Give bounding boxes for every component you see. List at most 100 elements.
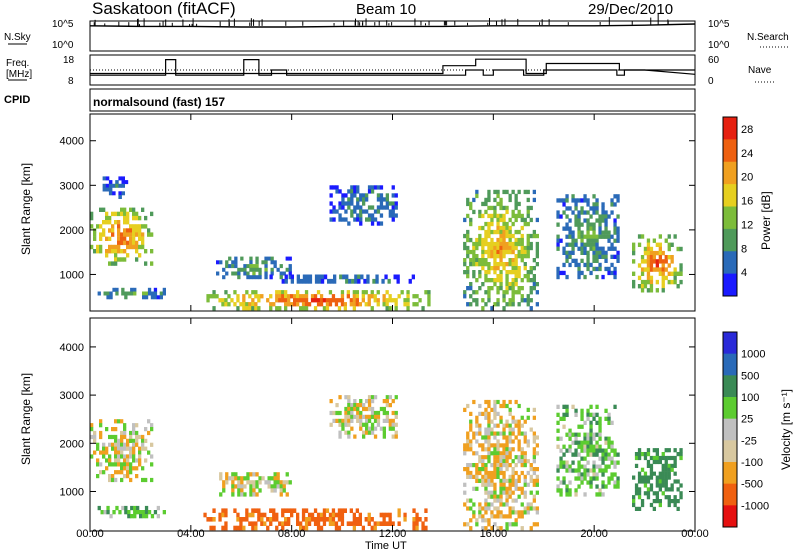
- colorbar-tick-label: 28: [741, 124, 753, 136]
- colorbar-swatch: [723, 228, 737, 252]
- echo-region: [632, 234, 683, 293]
- echo-region: [90, 419, 154, 483]
- noise-panel-frame: [89, 20, 696, 52]
- colorbar-swatch: [723, 161, 737, 185]
- velocity-echo-layer: [90, 395, 683, 531]
- freq-tick-top: 18: [63, 55, 75, 66]
- velocity-colorbar-label: Velocity [m s⁻¹]: [779, 389, 793, 470]
- colorbar-tick-label: 4: [741, 267, 747, 279]
- cpid-panel-frame: [89, 88, 696, 112]
- colorbar-swatch: [723, 332, 737, 355]
- nave-tick-bottom: 0: [708, 76, 714, 87]
- velocity-colorbar: 1000 500 100 25 -25 -100 -500 -1000: [722, 331, 769, 528]
- colorbar-swatch: [723, 397, 737, 420]
- x-tick-label: 12:00: [379, 528, 407, 540]
- freq-label-line1: Freq.: [6, 58, 29, 69]
- y-tick-label: 3000: [60, 390, 84, 402]
- velocity-y-axis: 1000 2000 3000 4000: [60, 342, 695, 498]
- nsearch-tick-bottom: 10^0: [708, 40, 730, 51]
- echo-region: [556, 194, 620, 280]
- echo-region: [219, 472, 292, 497]
- y-tick-label: 1000: [60, 269, 84, 281]
- echo-region: [556, 404, 620, 497]
- echo-region: [206, 290, 431, 311]
- x-axis: 00:00 04:00 08:00 12:00 16:00 20:00 00:00: [76, 114, 709, 540]
- colorbar-tick-label: -100: [741, 457, 763, 469]
- power-ylabel: Slant Range [km]: [19, 163, 33, 255]
- nsky-series-line: [89, 23, 696, 28]
- echo-region: [97, 287, 166, 300]
- echo-region: [632, 448, 683, 511]
- cpid-label: CPID: [4, 94, 30, 106]
- y-tick-label: 4000: [60, 342, 84, 354]
- colorbar-swatch: [723, 251, 737, 275]
- y-tick-label: 4000: [60, 136, 84, 148]
- colorbar-swatch: [723, 505, 737, 528]
- echo-region: [97, 505, 166, 519]
- echo-region: [216, 256, 292, 280]
- colorbar-tick-label: 24: [741, 148, 753, 160]
- colorbar-tick-label: 20: [741, 172, 753, 184]
- colorbar-tick-label: 8: [741, 243, 747, 255]
- x-axis-label: Time UT: [365, 540, 407, 552]
- station-title: Saskatoon (fitACF): [92, 0, 236, 18]
- colorbar-swatch: [723, 353, 737, 376]
- colorbar-tick-label: 16: [741, 196, 753, 208]
- echo-region: [203, 508, 428, 531]
- echo-region: [90, 207, 154, 266]
- colorbar-swatch: [723, 273, 737, 297]
- nsky-label: N.Sky: [4, 32, 31, 43]
- colorbar-swatch: [723, 440, 737, 463]
- colorbar-tick-label: -500: [741, 479, 763, 491]
- colorbar-tick-label: 100: [741, 392, 759, 404]
- power-colorbar-label: Power [dB]: [759, 191, 773, 250]
- colorbar-swatch: [723, 375, 737, 398]
- nsearch-label: N.Search: [747, 32, 789, 43]
- colorbar-swatch: [723, 206, 737, 230]
- x-tick-label: 04:00: [177, 528, 205, 540]
- colorbar-tick-label: 500: [741, 370, 759, 382]
- colorbar-swatch: [723, 184, 737, 207]
- echo-region: [269, 274, 415, 284]
- nsky-tick-bottom: 10^0: [52, 40, 74, 51]
- colorbar-frame: [722, 331, 738, 528]
- colorbar-tick-label: -1000: [741, 500, 769, 512]
- freq-series-line: [90, 58, 695, 76]
- y-tick-label: 3000: [60, 180, 84, 192]
- freq-label-line2: [MHz]: [6, 69, 32, 80]
- colorbar-tick-label: 25: [741, 414, 753, 426]
- x-tick-label: 20:00: [580, 528, 608, 540]
- echo-region: [102, 176, 129, 199]
- colorbar-swatch: [723, 418, 737, 441]
- echo-region: [463, 399, 539, 531]
- nave-tick-top: 60: [708, 55, 720, 66]
- echo-region: [329, 185, 398, 226]
- colorbar-swatch: [723, 139, 737, 163]
- colorbar-swatch: [723, 117, 737, 140]
- power-y-axis: 1000 2000 3000 4000: [60, 136, 695, 281]
- cpid-mode-text: normalsound (fast) 157: [93, 95, 225, 109]
- colorbar-swatch: [723, 462, 737, 485]
- nave-series-line: [90, 58, 696, 75]
- colorbar-tick-label: -25: [741, 435, 757, 447]
- echo-region: [463, 189, 539, 311]
- colorbar-tick-label: 1000: [741, 349, 765, 361]
- date-title: 29/Dec/2010: [588, 1, 673, 18]
- x-tick-label: 08:00: [278, 528, 306, 540]
- freq-tick-bottom: 8: [68, 76, 74, 87]
- x-tick-label: 00:00: [76, 528, 104, 540]
- x-tick-label: 00:00: [681, 528, 709, 540]
- y-tick-label: 1000: [60, 486, 84, 498]
- y-tick-label: 2000: [60, 438, 84, 450]
- echo-region: [329, 395, 398, 439]
- x-tick-label: 16:00: [480, 528, 508, 540]
- y-tick-label: 2000: [60, 225, 84, 237]
- nsearch-tick-top: 10^5: [708, 19, 730, 30]
- velocity-ylabel: Slant Range [km]: [19, 373, 33, 465]
- nsky-tick-top: 10^5: [52, 19, 74, 30]
- nave-label: Nave: [748, 65, 772, 76]
- power-colorbar: 4 8 12 16 20 24 28: [722, 116, 753, 297]
- beam-title: Beam 10: [356, 1, 416, 18]
- colorbar-swatch: [723, 483, 737, 506]
